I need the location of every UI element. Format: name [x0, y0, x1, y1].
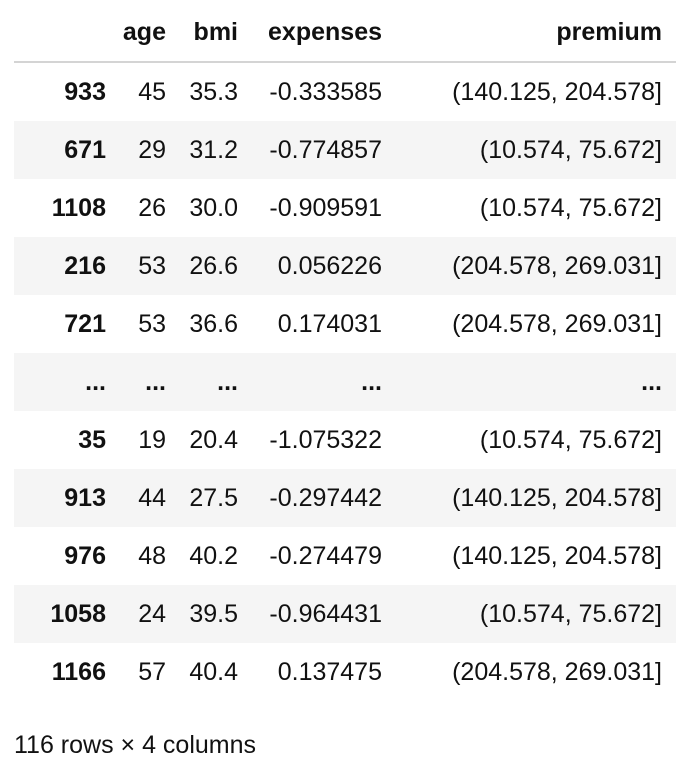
header-age: age: [120, 3, 180, 63]
table-body: 933 45 35.3 -0.333585 (140.125, 204.578]…: [14, 62, 676, 701]
cell-expenses: 0.137475: [277, 657, 382, 686]
row-index: ...: [85, 367, 106, 396]
table-row: 216 53 26.6 0.056226 (204.578, 269.031]: [14, 237, 676, 295]
table-header: age bmi expenses premium: [14, 3, 676, 63]
row-index: 1166: [51, 657, 106, 686]
cell-premium: (204.578, 269.031]: [452, 309, 662, 338]
dataframe-table: age bmi expenses premium 933 45 35.3 -0.…: [14, 3, 676, 701]
table-row: 35 19 20.4 -1.075322 (10.574, 75.672]: [14, 411, 676, 469]
cell-age: 26: [138, 193, 166, 222]
cell-premium: (10.574, 75.672]: [479, 599, 662, 628]
table-row: 913 44 27.5 -0.297442 (140.125, 204.578]: [14, 469, 676, 527]
row-index: 35: [78, 425, 106, 454]
header-premium: premium: [396, 3, 676, 63]
cell-bmi: 26.6: [189, 251, 238, 280]
cell-age: 57: [138, 657, 166, 686]
cell-bmi: 27.5: [189, 483, 238, 512]
cell-premium: (204.578, 269.031]: [452, 251, 662, 280]
table-row: 976 48 40.2 -0.274479 (140.125, 204.578]: [14, 527, 676, 585]
cell-bmi: 35.3: [189, 77, 238, 106]
cell-expenses: -0.333585: [269, 77, 382, 106]
table-row: 671 29 31.2 -0.774857 (10.574, 75.672]: [14, 121, 676, 179]
cell-premium: (10.574, 75.672]: [479, 193, 662, 222]
row-index: 976: [64, 541, 106, 570]
cell-expenses: -0.274479: [269, 541, 382, 570]
cell-expenses: -0.297442: [269, 483, 382, 512]
cell-bmi: 40.4: [189, 657, 238, 686]
cell-bmi: 36.6: [189, 309, 238, 338]
cell-age: 19: [138, 425, 166, 454]
dataframe-shape-caption: 116 rows × 4 columns: [14, 731, 257, 759]
cell-expenses: -0.909591: [269, 193, 382, 222]
cell-expenses: -1.075322: [269, 425, 382, 454]
row-index: 1108: [51, 193, 106, 222]
cell-age: 48: [138, 541, 166, 570]
cell-age: 24: [138, 599, 166, 628]
cell-premium: (204.578, 269.031]: [452, 657, 662, 686]
table-row: 1058 24 39.5 -0.964431 (10.574, 75.672]: [14, 585, 676, 643]
header-index: [14, 3, 120, 63]
cell-expenses: 0.174031: [277, 309, 382, 338]
cell-age: ...: [145, 367, 166, 396]
row-index: 671: [64, 135, 106, 164]
header-expenses: expenses: [252, 3, 396, 63]
table-row: 721 53 36.6 0.174031 (204.578, 269.031]: [14, 295, 676, 353]
ellipsis-row: ... ... ... ... ...: [14, 353, 676, 411]
cell-expenses: -0.774857: [269, 135, 382, 164]
cell-premium: (140.125, 204.578]: [452, 483, 662, 512]
cell-bmi: 39.5: [189, 599, 238, 628]
cell-bmi: 40.2: [189, 541, 238, 570]
header-bmi: bmi: [180, 3, 252, 63]
row-index: 1058: [50, 599, 106, 628]
table-row: 933 45 35.3 -0.333585 (140.125, 204.578]: [14, 62, 676, 121]
table-row: 1108 26 30.0 -0.909591 (10.574, 75.672]: [14, 179, 676, 237]
cell-expenses: ...: [361, 367, 382, 396]
cell-expenses: -0.964431: [269, 599, 382, 628]
cell-premium: (10.574, 75.672]: [479, 425, 662, 454]
cell-premium: (10.574, 75.672]: [479, 135, 662, 164]
cell-bmi: 30.0: [189, 193, 238, 222]
row-index: 721: [64, 309, 106, 338]
cell-bmi: ...: [217, 367, 238, 396]
table-row: 1166 57 40.4 0.137475 (204.578, 269.031]: [14, 643, 676, 701]
cell-expenses: 0.056226: [277, 251, 382, 280]
row-index: 913: [64, 483, 106, 512]
cell-age: 44: [138, 483, 166, 512]
row-index: 216: [64, 251, 106, 280]
cell-premium: (140.125, 204.578]: [452, 77, 662, 106]
cell-age: 45: [138, 77, 166, 106]
row-index: 933: [64, 77, 106, 106]
cell-premium: ...: [641, 367, 662, 396]
cell-premium: (140.125, 204.578]: [452, 541, 662, 570]
cell-bmi: 31.2: [189, 135, 238, 164]
cell-age: 53: [138, 251, 166, 280]
header-row: age bmi expenses premium: [14, 3, 676, 63]
cell-bmi: 20.4: [189, 425, 238, 454]
cell-age: 29: [138, 135, 166, 164]
cell-age: 53: [138, 309, 166, 338]
